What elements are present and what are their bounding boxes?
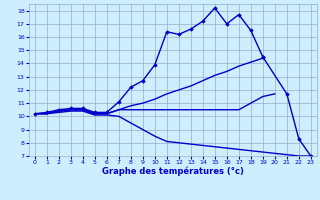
X-axis label: Graphe des températures (°c): Graphe des températures (°c) [102, 167, 244, 176]
